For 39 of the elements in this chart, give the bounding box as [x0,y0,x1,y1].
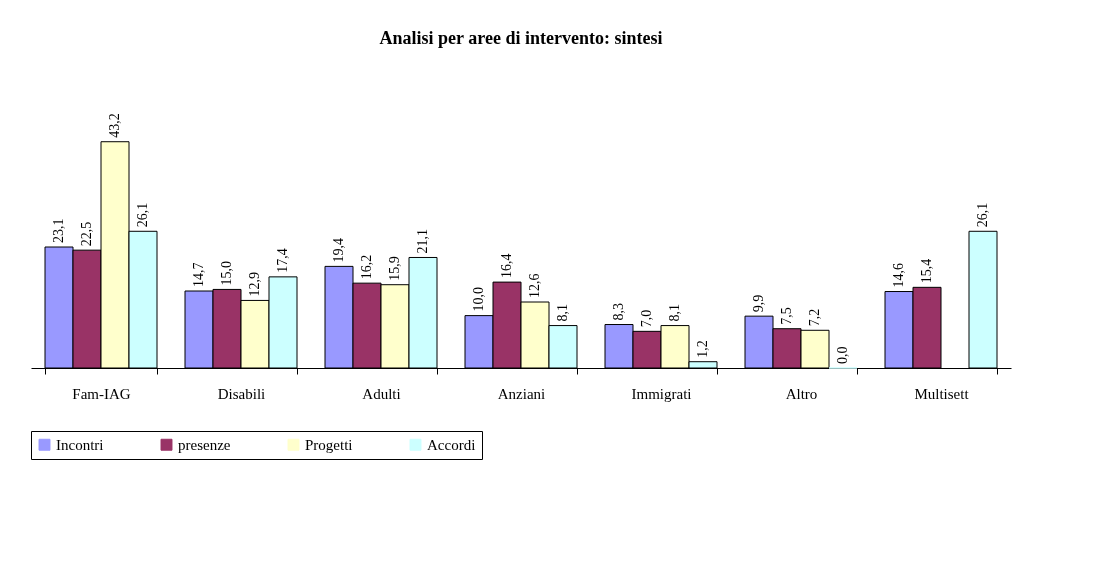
data-label: 16,4 [499,253,514,279]
data-label: 17,4 [275,248,290,273]
data-label: 7,5 [779,307,794,325]
data-label: 19,4 [331,237,346,263]
data-label: 14,7 [191,262,206,287]
legend-label: presenze [178,436,231,453]
data-label: 12,6 [527,273,542,298]
x-tick-label: Altro [785,385,818,402]
x-tick-label: Multisett [914,385,970,402]
data-label: 14,6 [891,263,906,288]
data-label: 15,4 [919,258,934,284]
data-label: 22,5 [79,221,94,247]
data-label: 26,1 [135,202,150,228]
x-tick-label: Anziani [497,385,546,402]
data-label: 16,2 [359,254,374,280]
chart-title: Analisi per aree di intervento: sintesi [379,28,663,48]
legend-label: Progetti [305,436,353,453]
data-label: 7,0 [639,309,654,328]
data-label: 8,1 [555,304,570,322]
x-tick-label: Immigrati [631,385,692,402]
x-tick-label: Adulti [362,385,401,402]
legend-label: Accordi [427,436,476,453]
data-label: 0,0 [835,346,850,364]
data-label: 8,1 [667,304,682,322]
x-tick-label: Fam-IAG [72,385,131,402]
data-label: 10,0 [471,287,486,312]
data-label: 1,2 [695,340,710,358]
data-label: 23,1 [51,218,66,243]
legend-label: Incontri [56,436,104,453]
data-label: 26,1 [975,202,990,228]
data-label: 7,2 [807,308,822,327]
data-label: 9,9 [751,294,766,313]
data-label: 21,1 [415,228,430,254]
data-label: 15,0 [219,260,234,286]
x-tick-label: Disabili [217,385,266,402]
data-label: 43,2 [107,113,122,138]
data-label: 12,9 [247,271,262,297]
data-label: 15,9 [387,256,402,281]
data-label: 8,3 [611,303,626,321]
